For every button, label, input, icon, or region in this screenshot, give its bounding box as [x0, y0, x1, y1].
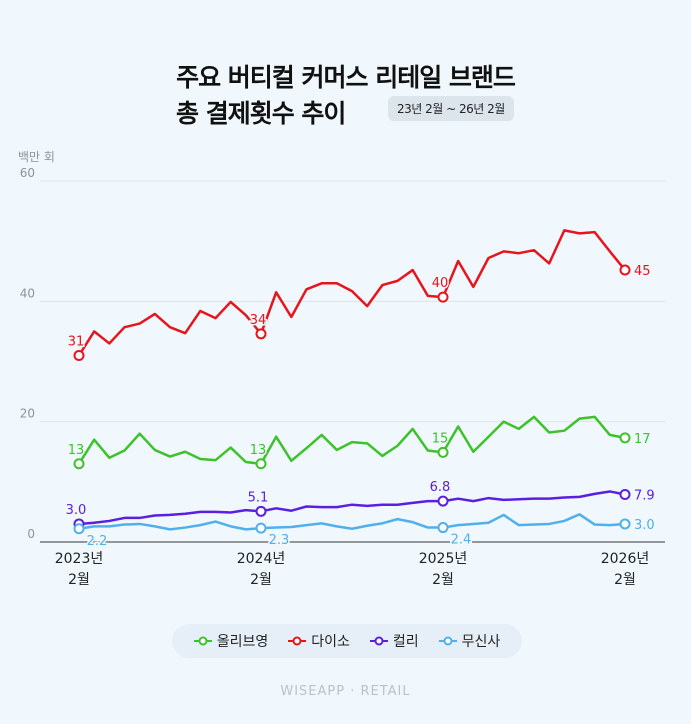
data-point-marker — [619, 264, 631, 276]
data-point-marker — [437, 291, 449, 303]
data-label: 2.4 — [451, 533, 472, 548]
data-label: 45 — [634, 264, 651, 279]
legend-marker-icon — [288, 636, 307, 646]
data-point-marker — [255, 328, 267, 340]
data-point-marker — [255, 458, 267, 470]
data-label: 3.0 — [634, 518, 655, 533]
data-point-marker — [619, 488, 631, 500]
x-tick-month: 2월 — [68, 572, 90, 588]
data-point-marker — [255, 505, 267, 517]
x-tick-year: 2024년 — [237, 551, 286, 567]
legend-label: 무신사 — [461, 634, 501, 650]
data-label: 13 — [68, 443, 85, 458]
legend-marker-icon — [193, 636, 212, 646]
series-line-3 — [78, 513, 626, 531]
data-label: 17 — [634, 432, 651, 447]
data-point-marker — [619, 518, 631, 530]
x-tick-month: 2월 — [250, 572, 272, 588]
legend-marker-icon — [438, 636, 457, 646]
period-badge: 23년 2월 ~ 26년 2월 — [388, 96, 514, 121]
data-label: 13 — [250, 443, 267, 458]
legend-item: 올리브영 — [193, 631, 269, 651]
y-tick-label: 40 — [20, 286, 35, 300]
data-label: 3.0 — [66, 503, 87, 518]
x-tick-year: 2026년 — [601, 551, 650, 567]
series-line-2 — [78, 490, 626, 526]
data-label: 40 — [432, 276, 449, 291]
legend: 올리브영 다이소 컬리 무신사 — [172, 624, 522, 658]
y-axis-unit: 백만 회 — [18, 150, 55, 164]
legend-label: 컬리 — [392, 634, 419, 650]
x-tick-year: 2025년 — [419, 551, 468, 567]
chart-title-line2: 총 결제횟수 추이 — [176, 99, 346, 128]
data-point-marker — [437, 495, 449, 507]
y-tick-label: 60 — [20, 166, 35, 180]
legend-label: 올리브영 — [216, 634, 269, 650]
data-label: 31 — [68, 334, 85, 349]
data-point-marker — [73, 523, 85, 535]
data-point-marker — [437, 446, 449, 458]
legend-label: 다이소 — [311, 634, 350, 650]
legend-item: 무신사 — [438, 631, 501, 651]
watermark-footer: WISEAPP · RETAIL — [280, 684, 411, 699]
legend-item: 컬리 — [369, 631, 419, 651]
data-label: 2.2 — [87, 534, 108, 549]
data-label: 5.1 — [248, 490, 269, 505]
line-chart: 0 20 40 60 2023년 2월 2024년 2월 2025년 2월 2026년 2월 31 34 4… — [20, 166, 665, 588]
x-tick-month: 2월 — [432, 572, 454, 588]
data-label: 7.9 — [634, 488, 655, 503]
chart-title-line1: 주요 버티컬 커머스 리테일 브랜드 — [176, 63, 516, 92]
data-point-marker — [619, 432, 631, 444]
x-tick-year: 2023년 — [55, 551, 104, 567]
data-point-marker — [437, 522, 449, 534]
x-tick-month: 2월 — [614, 572, 636, 588]
series-line-0 — [77, 415, 626, 466]
data-point-marker — [73, 349, 85, 361]
y-tick-label: 20 — [20, 407, 35, 421]
data-label: 6.8 — [430, 480, 451, 495]
legend-item: 다이소 — [288, 631, 350, 651]
data-label: 34 — [250, 313, 267, 328]
data-label: 2.3 — [269, 533, 290, 548]
data-label: 15 — [432, 431, 449, 446]
data-point-marker — [73, 458, 85, 470]
legend-marker-icon — [369, 636, 388, 646]
data-point-marker — [255, 522, 267, 534]
series-line-1 — [77, 229, 626, 357]
y-tick-label: 0 — [27, 527, 35, 541]
